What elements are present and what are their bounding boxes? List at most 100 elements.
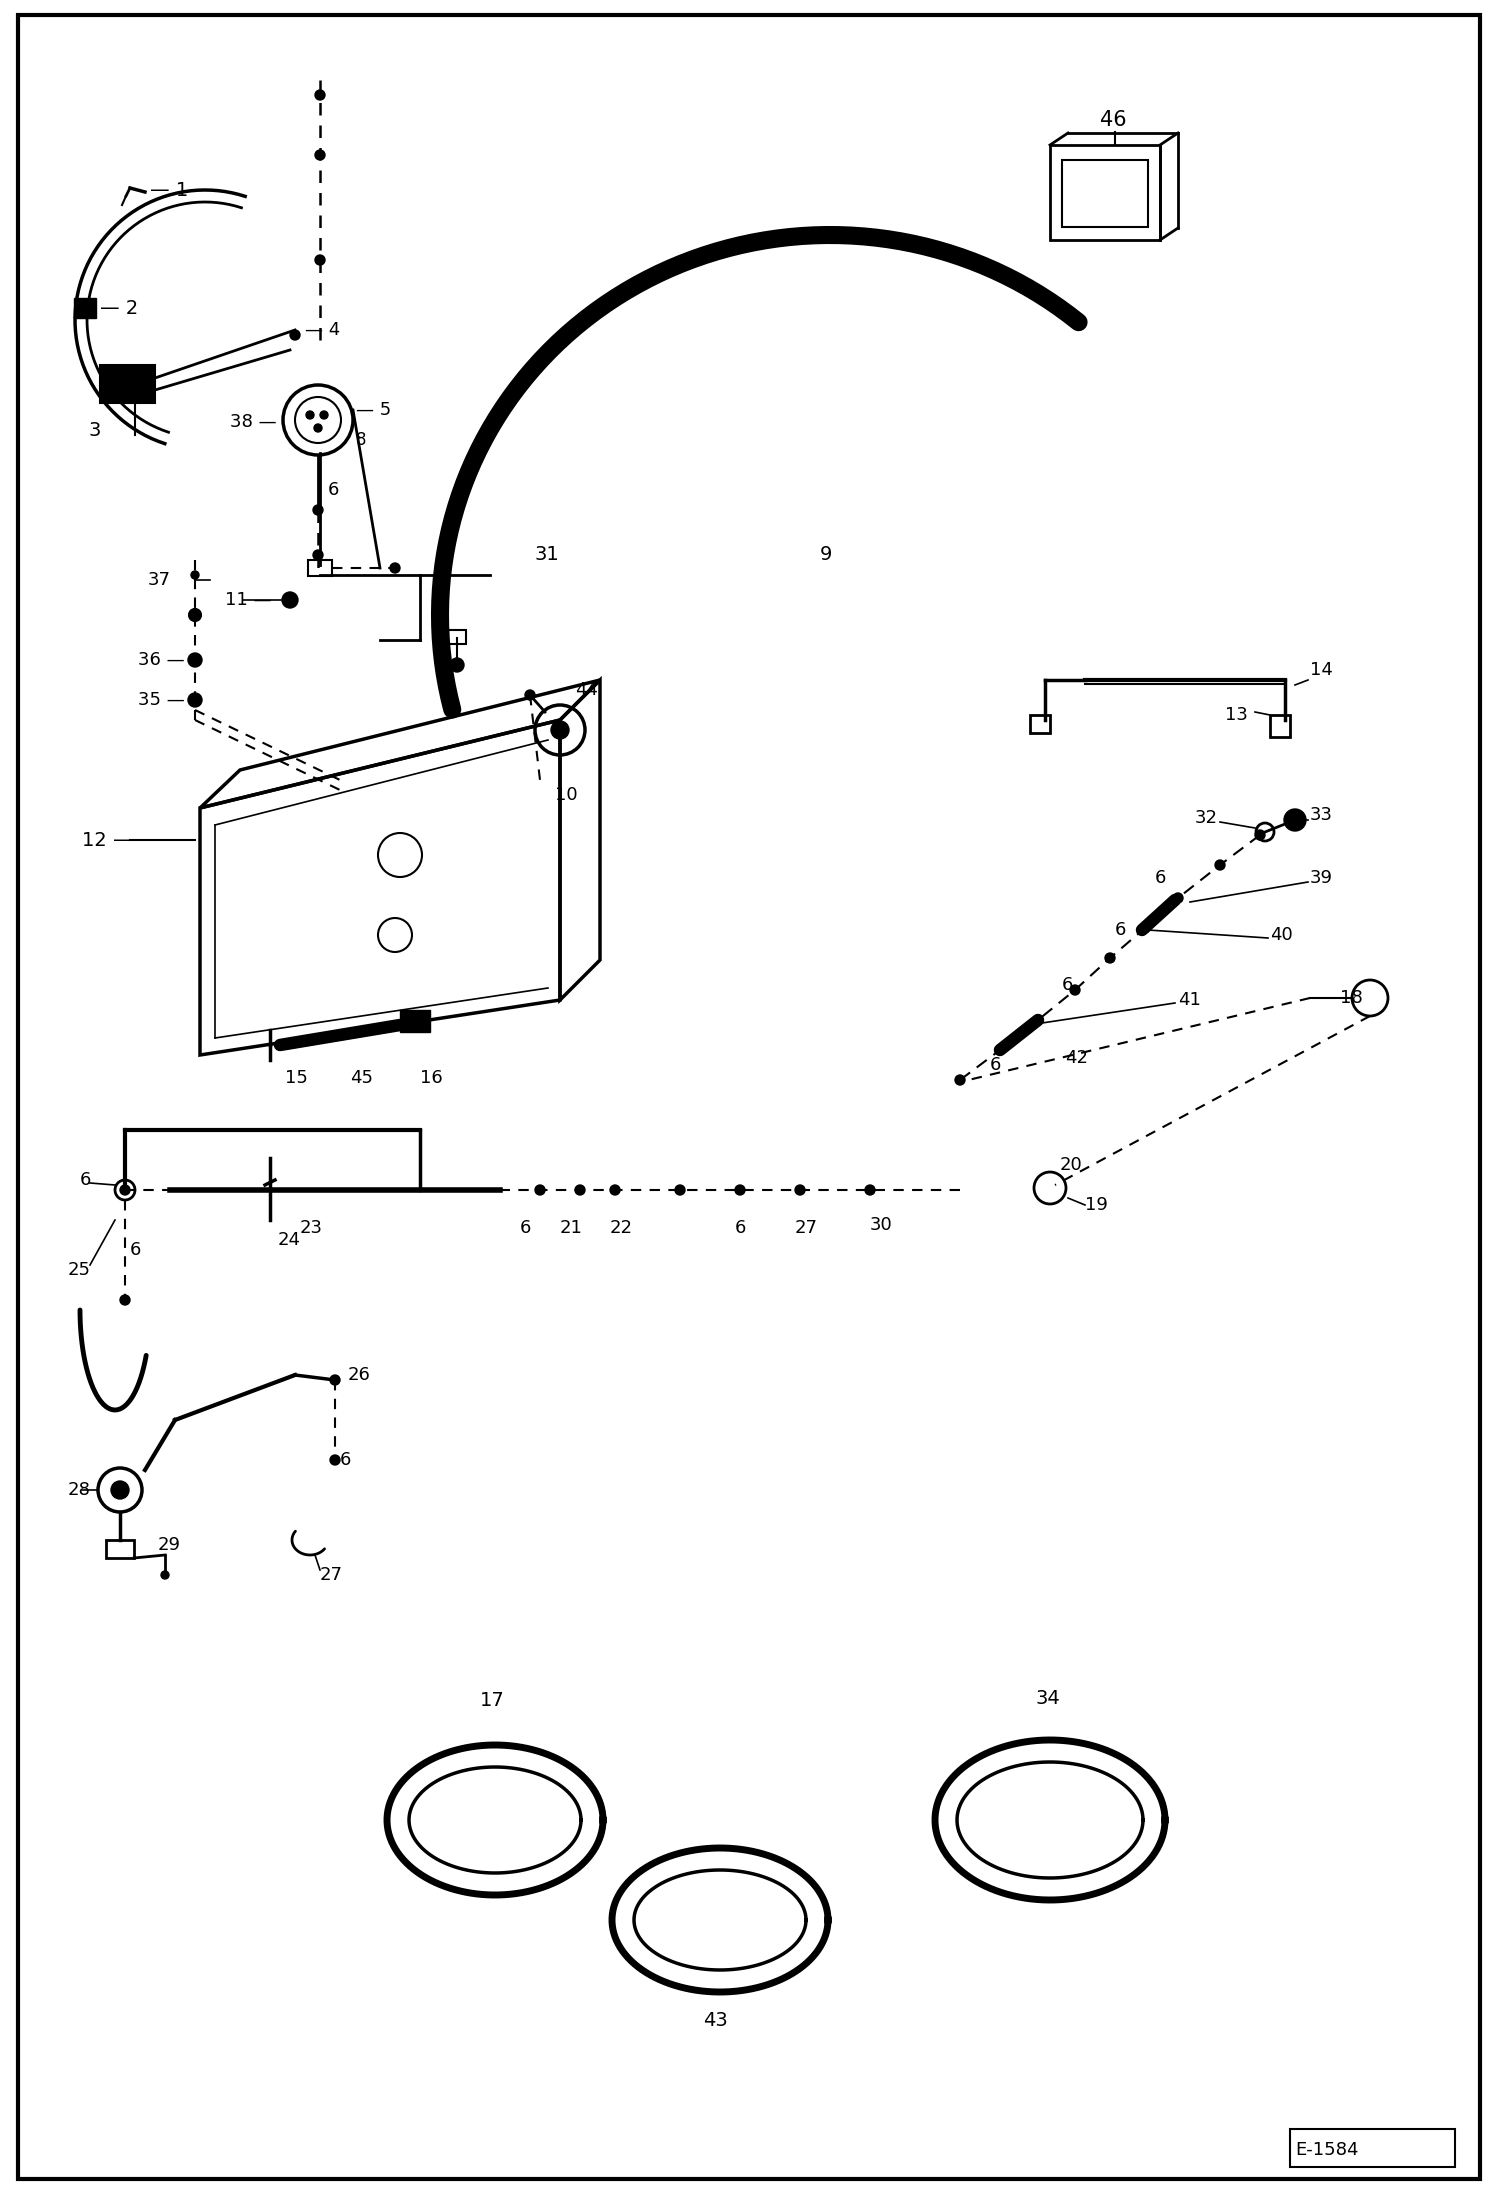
- Text: 7: 7: [431, 641, 443, 658]
- Text: 11 —: 11 —: [225, 590, 271, 610]
- Circle shape: [291, 329, 300, 340]
- Bar: [309, 559, 333, 577]
- Circle shape: [449, 658, 464, 671]
- Text: 10: 10: [554, 785, 578, 803]
- Text: 12 —: 12 —: [82, 832, 133, 849]
- Circle shape: [315, 423, 322, 432]
- Bar: [1270, 715, 1290, 737]
- Bar: [1290, 2128, 1455, 2168]
- Circle shape: [575, 1185, 586, 1196]
- Circle shape: [610, 1185, 620, 1196]
- Circle shape: [330, 1455, 340, 1466]
- Text: 3: 3: [88, 421, 100, 439]
- Circle shape: [315, 149, 325, 160]
- Circle shape: [313, 551, 324, 559]
- Circle shape: [189, 654, 202, 667]
- Circle shape: [160, 1571, 169, 1580]
- Circle shape: [676, 1185, 685, 1196]
- Text: 35 —: 35 —: [138, 691, 184, 709]
- Circle shape: [313, 505, 324, 516]
- Text: 23: 23: [300, 1220, 324, 1237]
- Text: 6: 6: [1062, 976, 1074, 994]
- Text: 46: 46: [1100, 110, 1126, 129]
- Circle shape: [956, 1075, 965, 1086]
- Circle shape: [389, 564, 400, 573]
- Text: 17: 17: [479, 1692, 505, 1709]
- Bar: [400, 1009, 430, 1031]
- Bar: [1031, 715, 1050, 733]
- Circle shape: [1034, 1016, 1043, 1025]
- Bar: [73, 298, 96, 318]
- Text: 33: 33: [1309, 805, 1333, 825]
- Circle shape: [864, 1185, 875, 1196]
- Text: 14: 14: [1309, 660, 1333, 678]
- Text: 8: 8: [357, 430, 367, 450]
- Text: 30: 30: [870, 1215, 893, 1233]
- Text: 6: 6: [340, 1450, 352, 1470]
- Circle shape: [189, 610, 201, 621]
- Text: 15: 15: [285, 1068, 309, 1086]
- Circle shape: [1070, 985, 1080, 996]
- Text: 25: 25: [67, 1262, 91, 1279]
- Circle shape: [535, 1185, 545, 1196]
- Circle shape: [795, 1185, 804, 1196]
- Circle shape: [306, 410, 315, 419]
- Text: 40: 40: [1270, 926, 1293, 943]
- Text: 26: 26: [348, 1367, 372, 1384]
- Bar: [1050, 145, 1159, 239]
- Circle shape: [736, 1185, 745, 1196]
- Circle shape: [321, 410, 328, 419]
- Circle shape: [1215, 860, 1225, 871]
- Text: — 1: — 1: [150, 180, 189, 200]
- Circle shape: [1140, 924, 1150, 932]
- Circle shape: [1106, 952, 1115, 963]
- Bar: [1062, 160, 1147, 226]
- Bar: [106, 1540, 133, 1558]
- Circle shape: [551, 722, 569, 739]
- Text: 6: 6: [1155, 869, 1167, 886]
- Text: 6: 6: [1115, 921, 1126, 939]
- Circle shape: [315, 90, 325, 101]
- Text: 37: 37: [148, 570, 171, 588]
- Text: 20: 20: [1061, 1156, 1083, 1174]
- Circle shape: [1173, 893, 1183, 904]
- Text: 27: 27: [795, 1220, 818, 1237]
- Text: — 4: — 4: [306, 320, 340, 340]
- Circle shape: [1255, 829, 1264, 840]
- Text: — 2: — 2: [100, 298, 138, 318]
- Text: 29: 29: [157, 1536, 181, 1553]
- Text: 24: 24: [279, 1231, 301, 1248]
- Circle shape: [524, 689, 535, 700]
- Text: E-1584: E-1584: [1294, 2141, 1359, 2159]
- Circle shape: [120, 1294, 130, 1305]
- Text: 36 —: 36 —: [138, 652, 184, 669]
- Circle shape: [120, 1185, 130, 1196]
- Text: — 5: — 5: [357, 402, 391, 419]
- Circle shape: [1284, 810, 1306, 832]
- Text: 6: 6: [328, 480, 340, 498]
- Circle shape: [282, 592, 298, 608]
- Text: 28: 28: [67, 1481, 91, 1499]
- Text: 21: 21: [560, 1220, 583, 1237]
- Text: 9: 9: [819, 546, 833, 564]
- Text: 13: 13: [1225, 706, 1248, 724]
- Text: 6: 6: [130, 1242, 141, 1259]
- Text: 6: 6: [79, 1172, 91, 1189]
- Text: 43: 43: [703, 2010, 728, 2029]
- Bar: [100, 364, 154, 404]
- Text: 31: 31: [535, 546, 560, 564]
- Text: 19: 19: [1085, 1196, 1109, 1213]
- Text: 44: 44: [575, 680, 598, 700]
- Circle shape: [189, 693, 202, 706]
- Circle shape: [192, 570, 199, 579]
- Circle shape: [315, 255, 325, 265]
- Text: 16: 16: [419, 1068, 443, 1086]
- Text: 34: 34: [1035, 1689, 1061, 1707]
- Bar: [448, 630, 466, 645]
- Text: 32: 32: [1195, 810, 1218, 827]
- Text: 39: 39: [1309, 869, 1333, 886]
- Text: 41: 41: [1177, 992, 1201, 1009]
- Text: 6: 6: [736, 1220, 746, 1237]
- Text: 22: 22: [610, 1220, 634, 1237]
- Circle shape: [330, 1376, 340, 1384]
